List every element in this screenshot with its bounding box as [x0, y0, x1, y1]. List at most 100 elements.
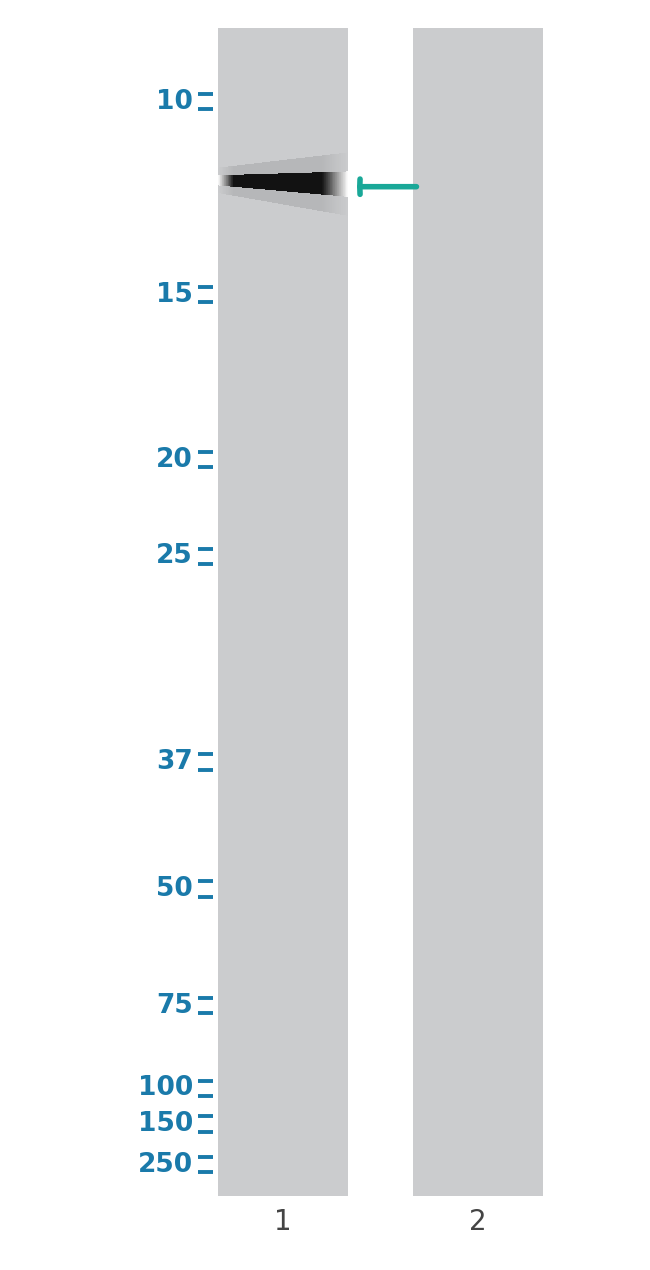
Bar: [253, 174, 254, 188]
Bar: [278, 174, 279, 190]
Bar: [315, 156, 316, 210]
Bar: [228, 175, 229, 187]
Bar: [223, 175, 224, 185]
Text: 150: 150: [138, 1111, 193, 1137]
Bar: [262, 163, 263, 201]
Bar: [287, 160, 288, 206]
Bar: [255, 164, 256, 199]
Bar: [227, 175, 228, 187]
Bar: [267, 174, 268, 189]
Bar: [232, 166, 233, 196]
Text: 25: 25: [156, 544, 193, 569]
Bar: [226, 175, 227, 187]
Bar: [346, 171, 347, 197]
Bar: [226, 166, 227, 194]
Bar: [219, 175, 220, 185]
Bar: [238, 175, 239, 187]
Bar: [244, 174, 245, 188]
Bar: [284, 173, 285, 192]
Bar: [219, 168, 220, 193]
Bar: [323, 155, 324, 212]
Bar: [236, 165, 237, 197]
Bar: [223, 168, 224, 194]
Bar: [234, 175, 235, 187]
Bar: [287, 173, 288, 192]
Bar: [233, 166, 234, 196]
Bar: [227, 166, 228, 194]
Bar: [221, 168, 222, 193]
Bar: [273, 174, 274, 190]
Bar: [266, 174, 267, 189]
Bar: [323, 173, 324, 194]
Text: 250: 250: [138, 1152, 193, 1177]
Bar: [325, 155, 326, 212]
Bar: [275, 174, 276, 190]
Bar: [237, 175, 238, 187]
Text: 1: 1: [274, 1208, 292, 1236]
Bar: [320, 173, 321, 194]
Bar: [328, 155, 329, 212]
Bar: [228, 166, 229, 194]
Bar: [249, 174, 250, 188]
Bar: [222, 175, 223, 185]
Bar: [332, 171, 333, 196]
Bar: [311, 156, 312, 210]
Bar: [278, 160, 279, 203]
Bar: [336, 154, 337, 213]
Text: 15: 15: [156, 282, 193, 307]
Bar: [320, 156, 321, 211]
Bar: [284, 160, 285, 204]
Bar: [235, 175, 236, 187]
Bar: [326, 155, 327, 212]
Bar: [252, 164, 253, 199]
Bar: [238, 165, 239, 197]
Bar: [342, 171, 343, 197]
Bar: [225, 175, 226, 185]
Bar: [241, 174, 242, 188]
Text: 75: 75: [156, 993, 193, 1019]
Bar: [252, 174, 253, 188]
Bar: [312, 156, 313, 210]
Bar: [250, 164, 251, 199]
Bar: [264, 163, 265, 201]
Text: 20: 20: [156, 447, 193, 472]
Bar: [237, 165, 238, 197]
Bar: [308, 173, 309, 193]
Bar: [247, 164, 248, 198]
Bar: [295, 159, 296, 207]
Bar: [249, 164, 250, 198]
Bar: [254, 174, 255, 189]
Bar: [218, 28, 348, 1196]
Bar: [316, 173, 317, 194]
Bar: [316, 156, 317, 211]
Bar: [281, 174, 282, 190]
Bar: [326, 171, 327, 196]
Bar: [231, 175, 232, 187]
Text: 100: 100: [138, 1076, 193, 1101]
Bar: [308, 157, 309, 210]
Bar: [328, 171, 329, 196]
Bar: [262, 174, 263, 189]
Bar: [224, 166, 225, 194]
Bar: [306, 173, 307, 193]
Bar: [266, 163, 267, 202]
Bar: [332, 154, 333, 213]
Text: 2: 2: [469, 1208, 487, 1236]
Bar: [253, 164, 254, 199]
Bar: [298, 173, 299, 193]
Bar: [240, 174, 241, 188]
Bar: [248, 174, 249, 188]
Bar: [339, 171, 340, 196]
Bar: [338, 154, 339, 215]
Bar: [336, 171, 337, 196]
Bar: [220, 175, 221, 185]
Bar: [218, 168, 219, 193]
Bar: [294, 159, 295, 207]
Bar: [246, 164, 247, 198]
Bar: [256, 174, 257, 189]
Bar: [225, 166, 226, 194]
Bar: [338, 171, 339, 196]
Bar: [317, 156, 318, 211]
Bar: [345, 171, 346, 197]
Bar: [218, 175, 219, 185]
